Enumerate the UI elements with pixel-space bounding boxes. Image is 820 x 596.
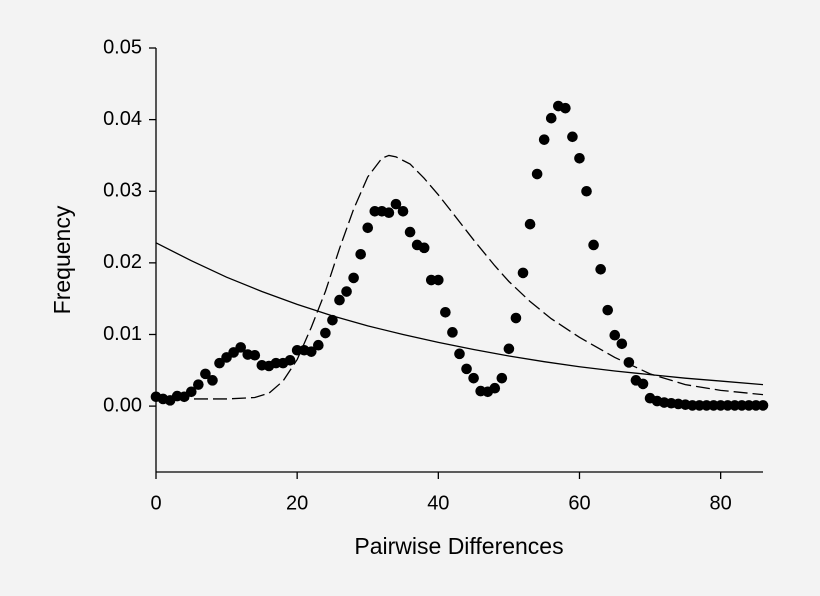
data-point	[616, 338, 628, 350]
data-point	[235, 342, 246, 353]
y-tick-label: 0.04	[103, 108, 142, 130]
x-tick-label: 80	[710, 492, 732, 514]
data-point	[348, 272, 359, 284]
data-point	[524, 218, 536, 230]
data-point	[757, 400, 769, 411]
data-point	[581, 185, 592, 197]
data-point	[383, 207, 395, 219]
y-tick-label: 0.02	[103, 251, 142, 273]
data-point	[418, 242, 430, 254]
data-point	[609, 329, 621, 341]
data-point	[440, 306, 451, 318]
data-point	[404, 226, 416, 238]
data-point	[313, 339, 324, 351]
data-point	[397, 205, 409, 217]
x-tick-label: 0	[150, 492, 161, 514]
x-tick-label: 40	[427, 492, 449, 514]
data-point	[454, 348, 465, 360]
data-point	[355, 248, 366, 260]
data-point	[320, 327, 331, 339]
data-point	[517, 267, 529, 279]
data-point	[567, 131, 578, 143]
data-point	[461, 363, 472, 375]
data-point	[545, 112, 557, 124]
dashed-line	[156, 154, 764, 400]
data-point	[327, 314, 338, 326]
y-tick-label: 0.05	[103, 36, 142, 58]
data-point	[193, 379, 204, 390]
data-point	[447, 327, 458, 338]
data-point	[390, 198, 402, 210]
data-point	[334, 294, 345, 306]
data-point	[200, 368, 211, 380]
data-point	[489, 382, 501, 394]
data-point	[510, 312, 522, 324]
data-point	[637, 378, 649, 390]
x-tick-label: 60	[568, 492, 590, 514]
y-tick-label: 0.01	[103, 323, 142, 345]
x-tick-label: 20	[286, 492, 308, 514]
data-point	[433, 274, 444, 286]
y-tick-label: 0.03	[103, 180, 142, 202]
data-point	[531, 168, 543, 180]
data-point	[341, 286, 352, 297]
solid-line	[155, 242, 764, 386]
data-point	[185, 386, 197, 398]
data-point	[538, 134, 550, 145]
data-point	[574, 152, 585, 164]
data-point	[588, 239, 599, 251]
data-point	[207, 375, 218, 386]
data-point	[214, 357, 225, 369]
x-axis-label: Pairwise Differences	[354, 533, 563, 559]
data-point	[362, 222, 374, 234]
data-point	[503, 343, 515, 355]
data-point	[284, 354, 296, 366]
data-point	[249, 349, 261, 361]
y-axis-label: Frequency	[49, 205, 75, 314]
y-tick-label: 0.00	[103, 394, 142, 416]
data-point	[602, 304, 614, 316]
data-point	[595, 264, 606, 275]
data-point	[468, 372, 479, 384]
data-point	[496, 372, 508, 384]
data-point	[305, 346, 317, 357]
data-point	[560, 102, 571, 114]
